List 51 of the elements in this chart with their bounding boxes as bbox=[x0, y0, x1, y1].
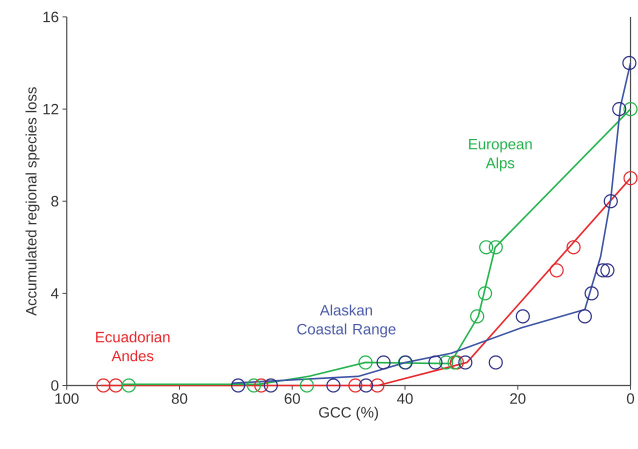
point bbox=[264, 378, 278, 392]
x-tick-label: 0 bbox=[626, 393, 634, 404]
point bbox=[578, 309, 592, 324]
point bbox=[596, 263, 610, 278]
point bbox=[516, 309, 530, 324]
y-tick-label: 12 bbox=[43, 104, 58, 114]
point bbox=[122, 378, 136, 392]
point bbox=[326, 378, 340, 392]
y-tick-label: 0 bbox=[51, 380, 58, 391]
point bbox=[566, 240, 581, 254]
point bbox=[550, 263, 564, 278]
y-tick-label: 16 bbox=[43, 12, 58, 22]
series-label: Ecuadorian Andes bbox=[96, 331, 170, 362]
x-tick-label: 40 bbox=[397, 393, 413, 404]
point bbox=[300, 378, 314, 392]
point bbox=[584, 286, 599, 300]
x-tick-label: 80 bbox=[172, 393, 188, 404]
point bbox=[376, 355, 391, 370]
point bbox=[359, 378, 374, 392]
point bbox=[623, 170, 638, 186]
line-series bbox=[231, 62, 632, 384]
text: European Alps bbox=[469, 138, 532, 172]
point bbox=[108, 378, 123, 392]
point bbox=[246, 378, 261, 392]
point bbox=[96, 378, 110, 392]
point bbox=[428, 355, 443, 370]
point bbox=[358, 355, 373, 370]
point bbox=[623, 102, 638, 116]
point bbox=[479, 240, 494, 254]
x-tick-label: 60 bbox=[284, 393, 300, 404]
point bbox=[348, 378, 362, 392]
point bbox=[478, 286, 492, 300]
point bbox=[458, 355, 472, 370]
point bbox=[488, 240, 503, 254]
x-tick-label: 100 bbox=[55, 393, 79, 404]
series-label: Alaskan Coastal Range bbox=[297, 304, 396, 338]
y-axis-title: Accumulated regional species loss bbox=[26, 87, 40, 316]
point bbox=[470, 309, 484, 324]
point bbox=[612, 102, 626, 116]
x-axis-title: GCC (%) bbox=[319, 406, 378, 420]
point bbox=[600, 263, 614, 278]
point bbox=[439, 355, 454, 370]
point bbox=[231, 378, 246, 392]
y-tick-label: 4 bbox=[51, 288, 59, 298]
point bbox=[370, 378, 384, 392]
point bbox=[488, 355, 503, 370]
point bbox=[254, 378, 268, 392]
x-tick-label: 20 bbox=[510, 393, 526, 404]
point bbox=[604, 194, 618, 208]
point bbox=[622, 56, 636, 70]
y-tick-label: 8 bbox=[51, 196, 58, 206]
